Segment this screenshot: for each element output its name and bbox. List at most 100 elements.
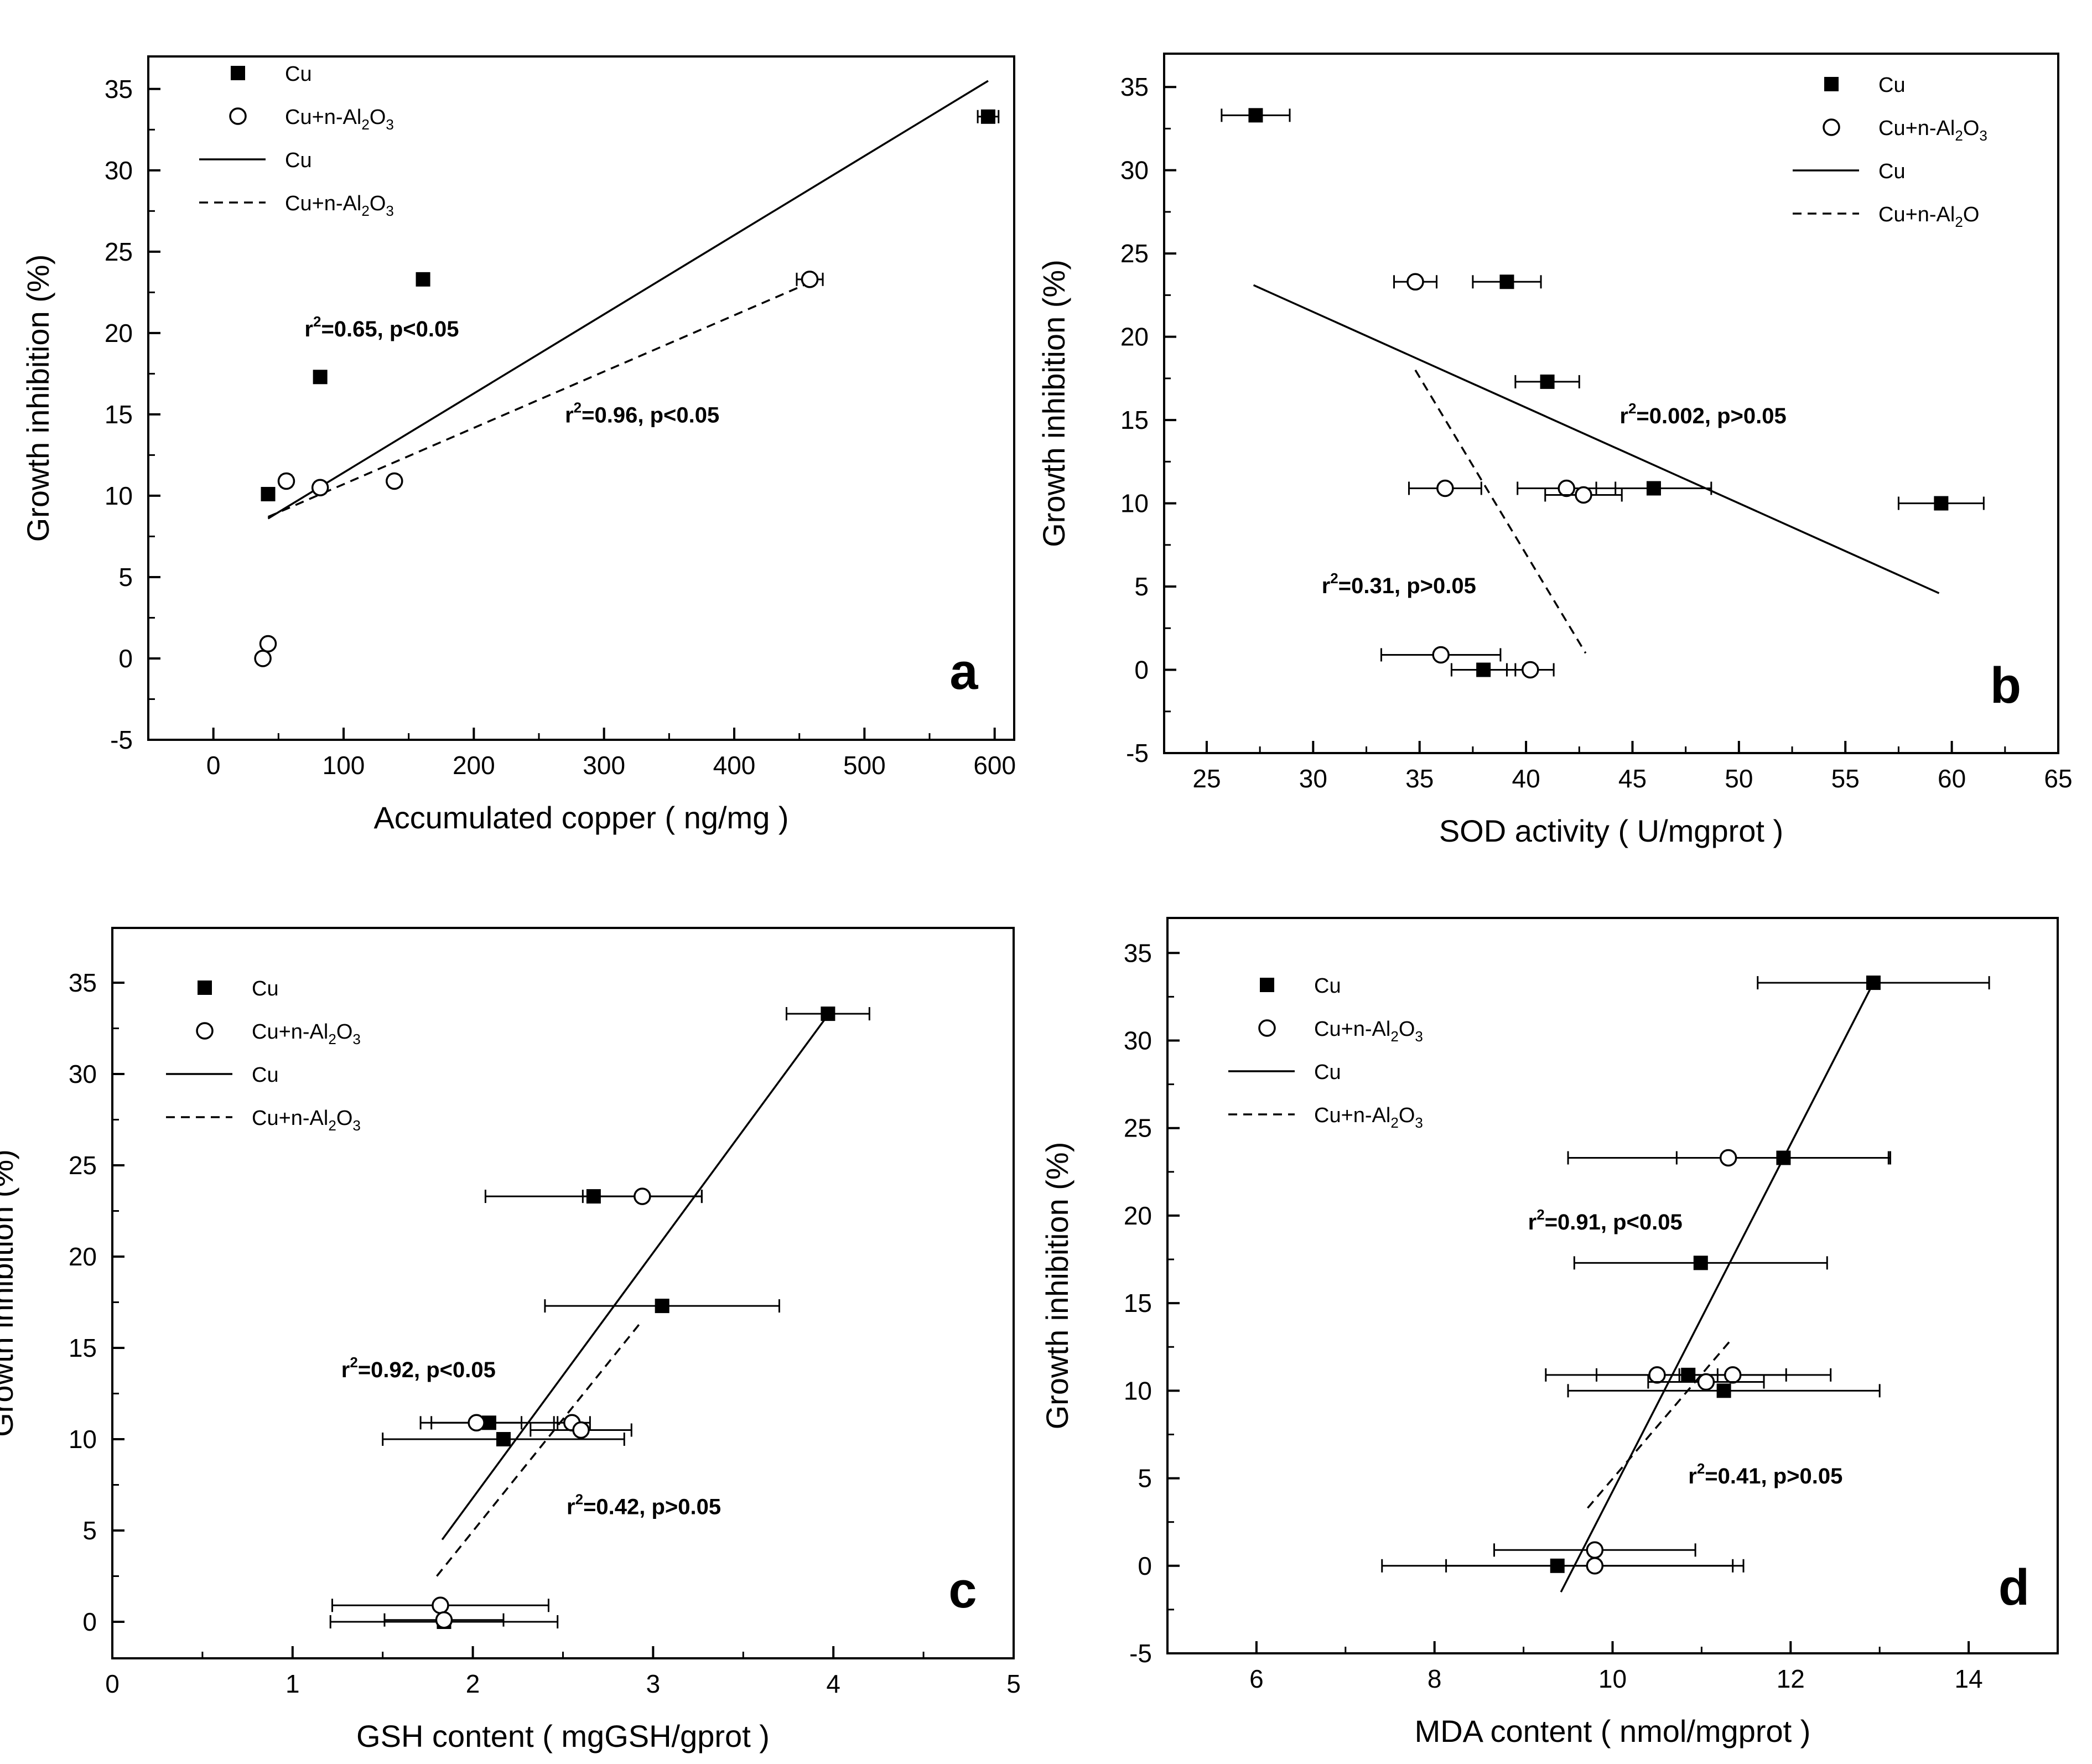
panel-a-point-cu [261,486,276,501]
panel-b-y-tick-label: 25 [1120,239,1149,268]
panel-d-letter: d [1998,1559,2029,1616]
panel-a-r2-annotation: r2=0.65, p<0.05 [304,313,459,341]
panel-c-point-cu [655,1299,669,1314]
panel-b-legend-label: Cu [1878,160,1906,183]
panel-d-y-tick-label: 10 [1124,1376,1152,1405]
panel-c-fit-line-cu [441,1009,833,1540]
panel-b-y-axis-title: Growth inhibition (%) [1036,260,1071,547]
panel-a-y-tick-label: 5 [118,563,133,592]
panel-d-point-cu-al2o3 [1648,1366,1666,1384]
panel-d-x-tick-label: 8 [1427,1664,1442,1693]
panel-a-legend-label: Cu+n-Al2O3 [285,106,394,133]
panel-a-y-tick-label: 10 [105,481,133,510]
panel-d-x-tick-label: 10 [1598,1664,1627,1693]
panel-d-y-tick-label: -5 [1129,1639,1152,1668]
panel-d-y-tick-label: 5 [1138,1464,1152,1493]
panel-b-x-tick-label: 55 [1831,764,1860,793]
panel-b-y-tick-label: 20 [1120,323,1149,351]
panel-c-y-tick-label: 5 [82,1516,97,1545]
panel-a-x-tick-label: 300 [583,751,625,780]
panel-b-point-cu [1646,481,1661,496]
panel-d-legend-label: Cu [1314,974,1341,998]
panel-b-point-cu [1248,108,1263,123]
panel-a-point-cu [980,109,995,124]
panel-b-point-cu-al2o3 [1558,479,1575,497]
panel-c-point-cu-al2o3 [432,1596,449,1615]
panel-b-legend-marker-circle [1823,118,1840,136]
panel-c-y-tick-label: 20 [69,1242,97,1271]
panel-a-point-cu-al2o3 [259,635,277,653]
panel-d-x-axis-title: MDA content ( nmol/mgprot ) [1415,1714,1811,1749]
panel-a-x-tick-label: 400 [713,751,756,780]
panel-b-x-tick-label: 25 [1192,764,1221,793]
panel-c-point-cu-al2o3 [468,1414,485,1432]
panel-a-y-tick-label: -5 [110,725,133,754]
panel-d-point-cu-al2o3 [1697,1373,1715,1391]
panel-c-y-tick-label: 15 [69,1334,97,1362]
panel-a-x-tick-label: 600 [973,751,1016,780]
panel-d-point-cu-al2o3 [1586,1541,1604,1559]
panel-d-x-tick-label: 14 [1955,1664,1983,1693]
panel-a-x-tick-label: 0 [206,751,221,780]
panel-b-x-tick-label: 50 [1725,764,1753,793]
panel-a-y-tick-label: 0 [118,644,133,673]
panel-c-x-tick-label: 2 [466,1669,480,1698]
panel-d-point-cu [1866,976,1881,990]
panel-c: 0 1 2 3 4 5 0 5 10 15 20 25 30 35 GSH content ( mgGSH/… [0,927,1021,1753]
panel-c-point-cu-al2o3 [634,1187,651,1205]
panel-d-y-tick-label: 35 [1124,938,1152,967]
panel-a-point-cu-al2o3 [277,472,295,490]
panel-d-fit-line-cu-al2o3 [1587,1339,1732,1509]
panel-b-x-axis-title: SOD activity ( U/mgprot ) [1439,813,1783,848]
panel-b-point-cu-al2o3 [1575,486,1592,504]
panel-c-point-cu-al2o3 [435,1611,453,1629]
panel-b-point-cu [1540,374,1555,389]
panel-a-x-tick-label: 200 [453,751,495,780]
panel-d-point-cu [1693,1255,1708,1270]
panel-a-point-cu [416,272,430,287]
panel-a-point-cu-al2o3 [311,479,329,496]
panel-d-r2-annotation: r2=0.91, p<0.05 [1528,1206,1683,1234]
panel-b-fit-line-cu [1253,284,1940,594]
panel-d-legend-marker-square [1260,978,1274,992]
panel-b-plot-frame [1163,53,2059,754]
panel-a-legend-marker-circle [229,107,247,125]
panel-c-y-axis-title: Growth inhibition (%) [0,1149,19,1437]
panel-d-y-tick-label: 25 [1124,1114,1152,1143]
panel-c-x-tick-label: 4 [826,1669,840,1698]
panel-b-point-cu-al2o3 [1406,273,1424,291]
panel-a-x-axis-title: Accumulated copper ( ng/mg ) [373,800,788,835]
panel-a-letter: a [949,644,978,700]
panel-c-plot-frame [111,927,1015,1659]
panel-b-point-cu-al2o3 [1436,479,1454,497]
panel-d-x-tick-label: 12 [1777,1664,1805,1693]
panel-a-y-tick-label: 20 [105,319,133,347]
panel-c-r2-annotation: r2=0.42, p>0.05 [567,1491,721,1519]
panel-b-x-tick-label: 45 [1618,764,1647,793]
panel-d-y-axis-title: Growth inhibition (%) [1040,1142,1074,1430]
panel-c-y-tick-label: 0 [82,1607,97,1636]
panel-b-y-tick-label: 30 [1120,156,1149,185]
panel-a-legend-label: Cu+n-Al2O3 [285,192,394,219]
panel-d-y-tick-label: 15 [1124,1289,1152,1317]
panel-a-legend-label: Cu [285,63,312,86]
panel-c-x-tick-label: 0 [105,1669,120,1698]
panel-a-fit-line-cu [267,80,989,520]
panel-c-fit-line-cu-al2o3 [436,1320,643,1577]
panel-d-legend-label: Cu+n-Al2O3 [1314,1104,1423,1131]
panel-a-point-cu [313,370,328,385]
panel-d-plot-frame [1166,917,2059,1654]
panel-d-point-cu-al2o3 [1719,1149,1737,1167]
panel-d: 6 8 10 12 14 -5 0 5 10 15 20 25 30 35 MDA content ( nm… [1040,917,2059,1749]
panel-b-fit-line-cu-al2o3 [1414,369,1587,654]
panel-c-r2-annotation: r2=0.92, p<0.05 [341,1354,496,1382]
panel-c-legend-label: Cu [252,977,279,1000]
panel-b-point-cu [1476,662,1491,677]
panel-b-point-cu-al2o3 [1522,661,1539,679]
panel-b-point-cu [1499,274,1514,289]
panel-b-y-tick-label: -5 [1126,739,1149,767]
panel-b-y-tick-label: 0 [1134,656,1149,684]
panel-d-legend-label: Cu+n-Al2O3 [1314,1018,1423,1045]
panel-c-y-tick-label: 30 [69,1060,97,1088]
panel-a-y-axis-title: Growth inhibition (%) [20,255,55,542]
